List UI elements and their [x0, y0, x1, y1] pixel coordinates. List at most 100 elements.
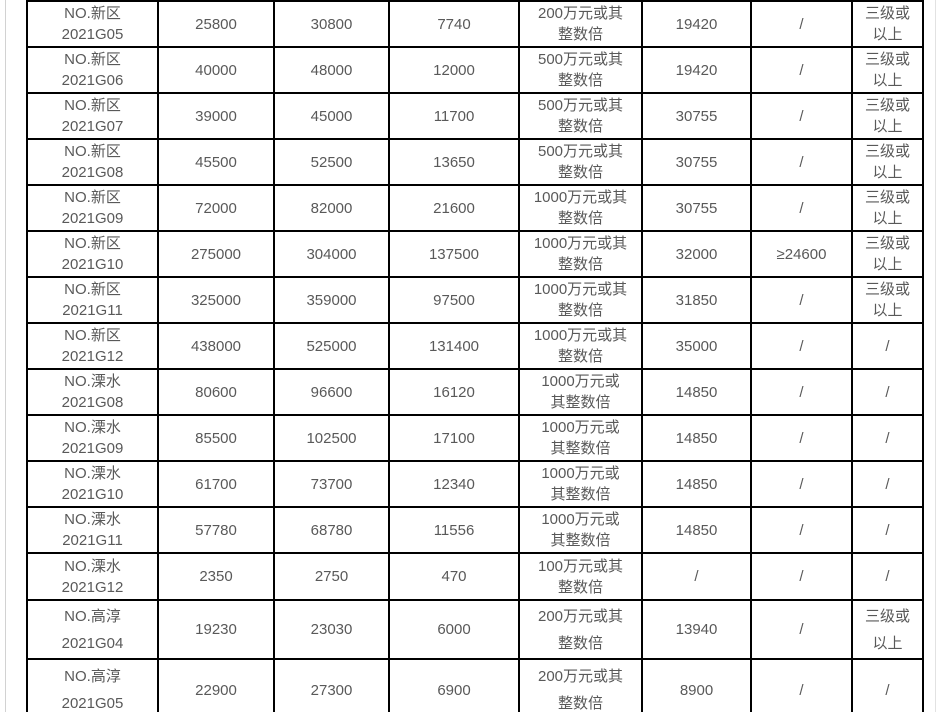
table-row: NO.新区 2021G07 39000 45000 11700 500万元或其 整数倍 3… [26, 92, 924, 140]
table-row: NO.新区 2021G12 438000 525000 131400 1000万元或其 … [26, 322, 924, 370]
cell-c7: / [750, 368, 853, 416]
cell-c8: / [851, 322, 924, 370]
cell-c2: 25800 [157, 0, 275, 48]
cell-c6: 14850 [641, 414, 752, 462]
cell-c5: 200万元或其 整数倍 [518, 599, 643, 660]
cell-c1: NO.新区 2021G08 [26, 138, 159, 186]
cell-c7: / [750, 460, 853, 508]
cell-c1: NO.新区 2021G05 [26, 0, 159, 48]
cell-c7: / [750, 184, 853, 232]
cell-c6: 30755 [641, 184, 752, 232]
cell-c5: 100万元或其 整数倍 [518, 552, 643, 601]
cell-c6: 14850 [641, 460, 752, 508]
cell-c4: 12340 [388, 460, 520, 508]
table-body: NO.新区 2021G05 25800 30800 7740 200万元或其 整数倍 19… [26, 0, 924, 712]
cell-c4: 11700 [388, 92, 520, 140]
cell-c2: 72000 [157, 184, 275, 232]
cell-c1: NO.溧水 2021G08 [26, 368, 159, 416]
cell-c4: 11556 [388, 506, 520, 554]
cell-c7: / [750, 0, 853, 48]
cell-c1: NO.溧水 2021G09 [26, 414, 159, 462]
cell-c3: 48000 [273, 46, 390, 94]
table-row: NO.新区 2021G09 72000 82000 21600 1000万元或其 整数倍… [26, 184, 924, 232]
cell-c8: 三级或 以上 [851, 138, 924, 186]
cell-c3: 23030 [273, 599, 390, 660]
table-row: NO.溧水 2021G09 85500 102500 17100 1000万元或 其整数… [26, 414, 924, 462]
cell-c1: NO.新区 2021G10 [26, 230, 159, 278]
cell-c3: 73700 [273, 460, 390, 508]
land-auction-table: NO.新区 2021G05 25800 30800 7740 200万元或其 整数倍 19… [26, 0, 924, 712]
table-row: NO.高淳 2021G05 22900 27300 6900 200万元或其 整数倍 89… [26, 658, 924, 712]
cell-c2: 2350 [157, 552, 275, 601]
cell-c3: 27300 [273, 658, 390, 712]
table-row: NO.溧水 2021G12 2350 2750 470 100万元或其 整数倍 / / / [26, 552, 924, 601]
cell-c1: NO.高淳 2021G04 [26, 599, 159, 660]
cell-c2: 275000 [157, 230, 275, 278]
cell-c7: / [750, 322, 853, 370]
cell-c3: 304000 [273, 230, 390, 278]
cell-c1: NO.新区 2021G07 [26, 92, 159, 140]
cell-c4: 12000 [388, 46, 520, 94]
cell-c7: / [750, 92, 853, 140]
cell-c7: / [750, 658, 853, 712]
cell-c6: 19420 [641, 0, 752, 48]
cell-c3: 52500 [273, 138, 390, 186]
table-row: NO.新区 2021G05 25800 30800 7740 200万元或其 整数倍 19… [26, 0, 924, 48]
cell-c3: 525000 [273, 322, 390, 370]
cell-c2: 22900 [157, 658, 275, 712]
cell-c2: 39000 [157, 92, 275, 140]
cell-c8: / [851, 658, 924, 712]
cell-c6: 14850 [641, 506, 752, 554]
cell-c2: 80600 [157, 368, 275, 416]
cell-c2: 57780 [157, 506, 275, 554]
cell-c3: 359000 [273, 276, 390, 324]
cell-c5: 1000万元或 其整数倍 [518, 414, 643, 462]
cell-c8: / [851, 368, 924, 416]
cell-c4: 13650 [388, 138, 520, 186]
cell-c5: 1000万元或其 整数倍 [518, 276, 643, 324]
cell-c8: / [851, 552, 924, 601]
table-row: NO.新区 2021G08 45500 52500 13650 500万元或其 整数倍 3… [26, 138, 924, 186]
cell-c7: / [750, 599, 853, 660]
cell-c2: 40000 [157, 46, 275, 94]
cell-c5: 500万元或其 整数倍 [518, 92, 643, 140]
cell-c6: 13940 [641, 599, 752, 660]
right-page-edge-line [935, 0, 936, 712]
cell-c8: / [851, 414, 924, 462]
cell-c8: 三级或 以上 [851, 92, 924, 140]
cell-c2: 45500 [157, 138, 275, 186]
cell-c1: NO.新区 2021G12 [26, 322, 159, 370]
cell-c5: 1000万元或其 整数倍 [518, 230, 643, 278]
table-row: NO.溧水 2021G08 80600 96600 16120 1000万元或 其整数倍… [26, 368, 924, 416]
cell-c5: 1000万元或 其整数倍 [518, 460, 643, 508]
table-row: NO.新区 2021G11 325000 359000 97500 1000万元或其 整… [26, 276, 924, 324]
cell-c6: 31850 [641, 276, 752, 324]
cell-c7: / [750, 138, 853, 186]
cell-c8: 三级或 以上 [851, 46, 924, 94]
cell-c7: / [750, 276, 853, 324]
table-row: NO.溧水 2021G11 57780 68780 11556 1000万元或 其整数倍… [26, 506, 924, 554]
cell-c5: 1000万元或 其整数倍 [518, 368, 643, 416]
cell-c3: 45000 [273, 92, 390, 140]
cell-c7: / [750, 46, 853, 94]
cell-c3: 82000 [273, 184, 390, 232]
cell-c2: 61700 [157, 460, 275, 508]
cell-c5: 200万元或其 整数倍 [518, 0, 643, 48]
cell-c4: 137500 [388, 230, 520, 278]
cell-c8: / [851, 460, 924, 508]
cell-c5: 500万元或其 整数倍 [518, 138, 643, 186]
cell-c3: 30800 [273, 0, 390, 48]
cell-c5: 500万元或其 整数倍 [518, 46, 643, 94]
table-row: NO.高淳 2021G04 19230 23030 6000 200万元或其 整数倍 13… [26, 599, 924, 660]
cell-c8: 三级或 以上 [851, 276, 924, 324]
cell-c3: 2750 [273, 552, 390, 601]
cell-c4: 470 [388, 552, 520, 601]
table-row: NO.新区 2021G10 275000 304000 137500 1000万元或其 … [26, 230, 924, 278]
cell-c6: 30755 [641, 92, 752, 140]
cell-c6: 19420 [641, 46, 752, 94]
cell-c5: 1000万元或 其整数倍 [518, 506, 643, 554]
cell-c4: 6000 [388, 599, 520, 660]
cell-c1: NO.高淳 2021G05 [26, 658, 159, 712]
cell-c8: / [851, 506, 924, 554]
